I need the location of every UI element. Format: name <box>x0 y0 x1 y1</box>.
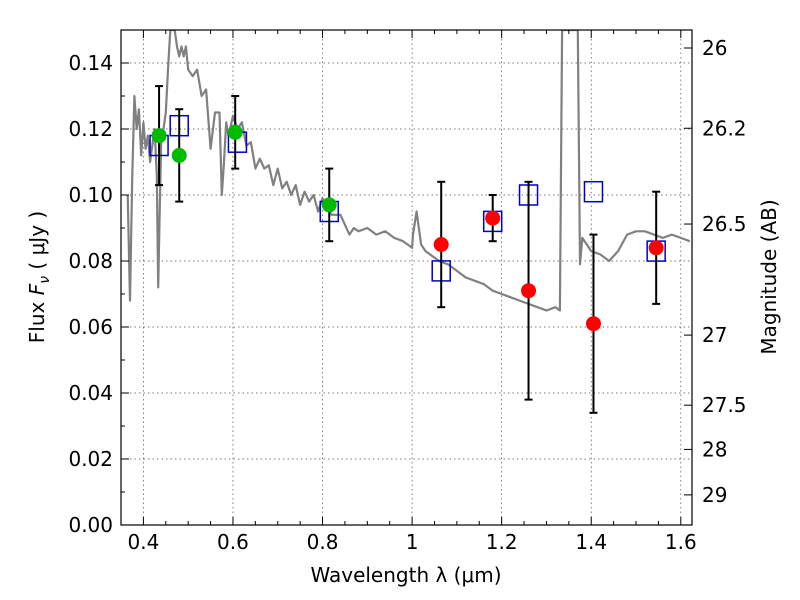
y-tick-label: 0.00 <box>68 513 113 537</box>
x-tick-label: 0.8 <box>307 530 339 554</box>
model-photometry-square <box>583 180 604 203</box>
y-axis-label-prefix: Flux <box>25 295 49 343</box>
y-tick-label: 0.12 <box>68 117 113 141</box>
x-tick-label: 1.4 <box>575 530 607 554</box>
optical_detections-point <box>171 147 187 163</box>
y2-tick-label: 26.5 <box>702 212 747 236</box>
x-tick-label: 0.4 <box>127 530 159 554</box>
y-tick-label: 0.04 <box>68 381 113 405</box>
x-axis-label: Wavelength λ (μm) <box>310 563 501 587</box>
nir_detections-point <box>585 316 601 332</box>
x-tick-label: 1 <box>406 530 419 554</box>
y-axis-label-subscript: ν <box>37 276 53 284</box>
model-sed-line <box>126 30 691 312</box>
series-layer <box>126 30 691 312</box>
nir_detections-point <box>648 240 664 256</box>
y2-axis-label: Magnitude (AB) <box>757 199 781 354</box>
grid <box>121 30 692 525</box>
y2-tick-label: 26 <box>702 36 727 60</box>
optical_detections-point <box>321 197 337 213</box>
optical_detections-point <box>227 124 243 140</box>
y2-tick-label: 27 <box>702 323 727 347</box>
y-tick-label: 0.06 <box>68 315 113 339</box>
y-tick-label: 0.08 <box>68 249 113 273</box>
ticks: 0.4 0.6 0.8 1 1.2 1.4 1.6 0.00 0.02 0.04 0.06 0.08 0… <box>68 30 747 554</box>
y-axis-label: Flux Fν ( μJy ) <box>25 211 53 343</box>
y-axis-label-symbol: F <box>25 283 49 295</box>
x-tick-label: 1.6 <box>665 530 697 554</box>
y-axis-label-suffix: ( μJy ) <box>25 211 49 276</box>
y-tick-label: 0.14 <box>68 51 113 75</box>
y2-tick-label: 29 <box>702 483 727 507</box>
y-tick-label: 0.10 <box>68 183 113 207</box>
y-tick-label: 0.02 <box>68 447 113 471</box>
x-tick-label: 0.6 <box>217 530 249 554</box>
nir_detections-point <box>521 283 537 299</box>
y2-tick-label: 26.2 <box>702 116 747 140</box>
points-layer <box>149 85 666 414</box>
optical_detections-point <box>151 128 167 144</box>
x-tick-label: 1.2 <box>486 530 518 554</box>
y2-tick-label: 28 <box>702 437 727 461</box>
nir_detections-point <box>485 210 501 226</box>
nir_detections-point <box>433 237 449 252</box>
plot-frame <box>120 29 693 526</box>
y2-tick-label: 27.5 <box>702 393 747 417</box>
